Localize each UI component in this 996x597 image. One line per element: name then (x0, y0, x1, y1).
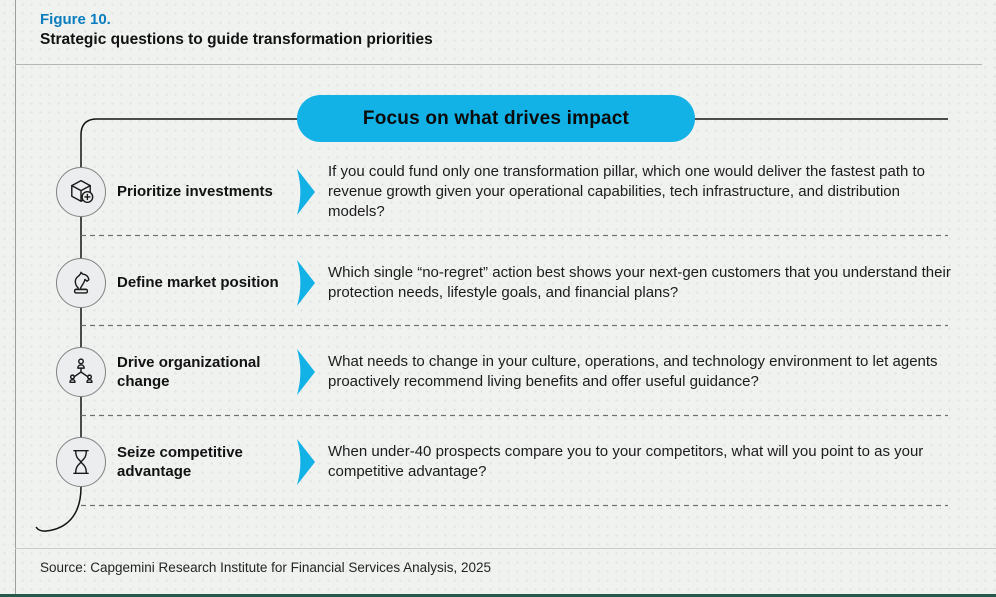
chess-knight-icon (56, 258, 106, 308)
row-question: If you could fund only one transformatio… (328, 163, 926, 220)
row-question: What needs to change in your culture, op… (328, 353, 938, 390)
strategy-row: Drive organizational change What needs t… (0, 332, 996, 412)
arrow-right-icon (296, 438, 316, 486)
arrow-right-icon (296, 259, 316, 307)
package-plus-icon (56, 167, 106, 217)
bottom-accent-bar (0, 594, 996, 597)
figure-number: Figure 10. (40, 11, 111, 28)
source-divider (15, 548, 996, 549)
arrow-right-icon (296, 168, 316, 216)
source-note: Source: Capgemini Research Institute for… (40, 560, 491, 575)
row-question: When under-40 prospects compare you to y… (328, 443, 924, 480)
banner-pill: Focus on what drives impact (297, 95, 695, 142)
strategy-row: Prioritize investments If you could fund… (0, 152, 996, 232)
row-label: Prioritize investments (117, 183, 273, 201)
header-divider (15, 64, 982, 65)
figure-header: Figure 10. Strategic questions to guide … (40, 10, 433, 50)
banner-text: Focus on what drives impact (362, 107, 630, 129)
row-label: Seize competitive advantage (117, 443, 243, 481)
spine-line (35, 118, 948, 532)
hourglass-icon (56, 437, 106, 487)
strategy-row: Define market position Which single “no-… (0, 243, 996, 323)
row-label: Drive organizational change (117, 353, 261, 391)
row-label: Define market position (117, 274, 279, 292)
strategy-row: Seize competitive advantage When under-4… (0, 422, 996, 502)
left-page-rule (15, 0, 16, 597)
org-hierarchy-icon (56, 347, 106, 397)
arrow-right-icon (296, 348, 316, 396)
figure-title: Strategic questions to guide transformat… (40, 30, 433, 48)
row-question: Which single “no-regret” action best sho… (328, 264, 951, 301)
